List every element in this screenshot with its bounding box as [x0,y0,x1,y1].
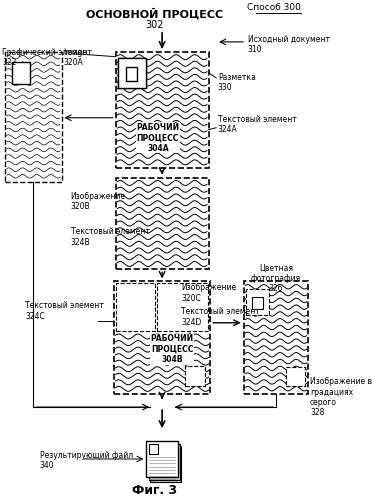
Bar [286,367,305,386]
Bar [149,444,158,454]
Text: Текстовый элемент
324C: Текстовый элемент 324C [25,301,104,321]
Bar [12,62,30,84]
Text: Изображение
320C: Изображение 320C [181,283,236,303]
Bar [114,281,210,394]
Text: Текстовый элемент
324A: Текстовый элемент 324A [218,115,296,134]
Bar [118,58,146,88]
Bar [185,366,205,386]
Bar [125,67,137,81]
Bar [185,366,205,386]
Bar [244,281,308,394]
Text: Исходный документ
310: Исходный документ 310 [248,35,330,54]
Text: Image
320A: Image 320A [63,48,87,67]
Text: РАБОЧИЙ
ПРОЦЕСС
304B: РАБОЧИЙ ПРОЦЕСС 304B [151,334,194,364]
Text: Разметка
330: Разметка 330 [218,73,256,92]
Text: РАБОЧИЙ
ПРОЦЕСС
304A: РАБОЧИЙ ПРОЦЕСС 304A [137,123,180,153]
Text: Графический элемент
322: Графический элемент 322 [3,48,92,67]
Bar [146,441,178,477]
Bar [149,444,180,480]
Bar [286,367,305,386]
Bar [246,289,269,315]
Bar [116,178,209,269]
Text: Результирующий файл
340: Результирующий файл 340 [40,451,133,471]
Text: ОСНОВНОЙ ПРОЦЕСС: ОСНОВНОЙ ПРОЦЕСС [86,8,223,20]
Text: 302: 302 [145,20,164,30]
Bar [185,366,205,386]
Bar [286,367,305,386]
Bar [118,58,146,88]
Bar [252,297,263,309]
Bar [116,52,209,168]
Text: Изображение
320B: Изображение 320B [71,192,126,211]
Bar [157,283,208,331]
Bar [116,283,155,331]
Bar [118,58,146,88]
Text: Изображение в
градациях
серого
328: Изображение в градациях серого 328 [310,377,372,417]
Bar [246,289,269,315]
Bar [5,52,61,182]
Bar [12,62,30,84]
Text: Цветная
фотография
326: Цветная фотография 326 [251,263,301,293]
Bar [150,446,181,482]
Text: Текстовый элемент
324B: Текстовый элемент 324B [71,228,150,247]
Text: Текстовый элемент
324D: Текстовый элемент 324D [181,307,260,327]
Text: Способ 300: Способ 300 [247,3,301,12]
Text: Фиг. 3: Фиг. 3 [132,485,177,498]
